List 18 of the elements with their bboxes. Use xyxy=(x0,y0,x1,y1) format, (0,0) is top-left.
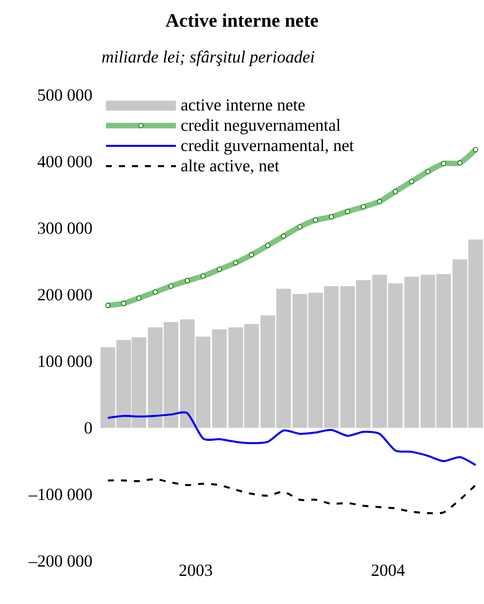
x-tick-label: 2003 xyxy=(179,564,212,576)
y-tick-label: 200 000 xyxy=(38,288,92,300)
chart-subtitle: miliarde lei; sfârşitul perioadei xyxy=(102,50,314,66)
y-tick-label: –100 000 xyxy=(28,488,92,500)
legend-label: alte active, net xyxy=(181,159,280,174)
legend-label: credit neguvernamental xyxy=(181,118,340,134)
y-tick-label: –200 000 xyxy=(28,555,92,567)
legend-label: active interne nete xyxy=(181,99,305,111)
line-series xyxy=(106,411,477,466)
chart-title: Active interne nete xyxy=(166,14,318,27)
x-tick-label: 2004 xyxy=(372,564,405,576)
legend-label: credit guvernamental, net xyxy=(181,139,354,155)
y-tick-label: 0 xyxy=(84,422,92,434)
y-tick-label: 100 000 xyxy=(38,356,92,368)
y-tick-label: 500 000 xyxy=(38,89,92,101)
y-tick-label: 300 000 xyxy=(38,222,92,234)
line-series xyxy=(106,478,477,514)
y-tick-label: 400 000 xyxy=(38,156,92,168)
